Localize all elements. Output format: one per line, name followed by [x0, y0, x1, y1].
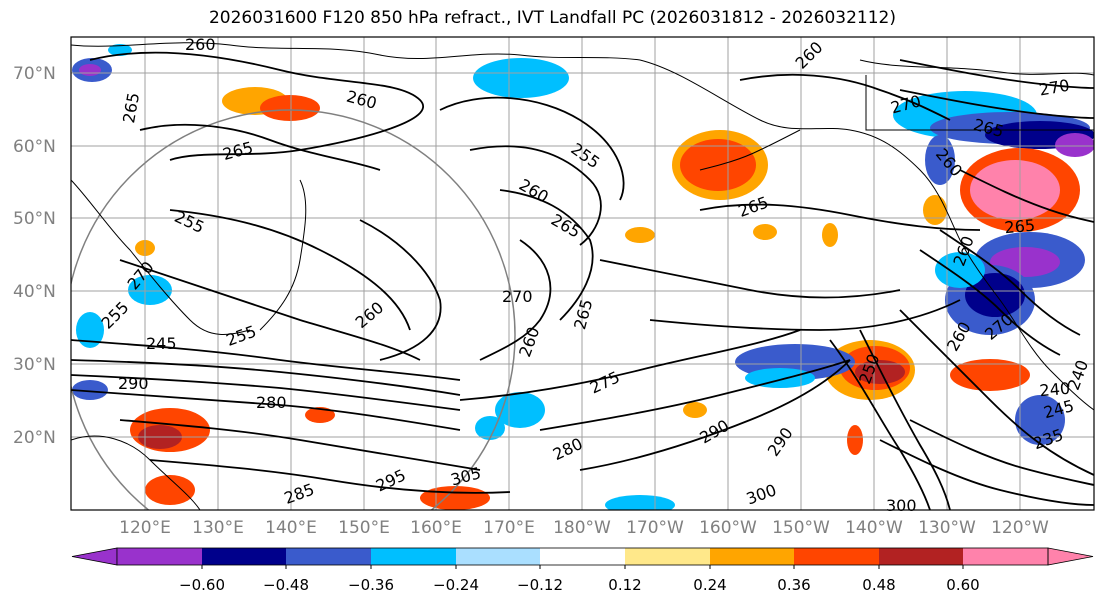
- lon-label: 130°E: [192, 518, 244, 538]
- colorbar-segment: [710, 548, 794, 565]
- colorbar-segment: [963, 548, 1048, 565]
- lon-label: 160°E: [410, 518, 462, 538]
- colorbar-tick-label: 0.12: [608, 576, 641, 594]
- lon-label: 150°E: [338, 518, 390, 538]
- colorbar-min-arrow: [71, 547, 118, 566]
- contour-label: 265: [1004, 216, 1036, 238]
- colorbar-segment: [202, 548, 286, 565]
- lat-label: 60°N: [13, 137, 56, 157]
- contour-label: 270: [502, 287, 533, 306]
- lat-label: 50°N: [13, 209, 56, 229]
- colorbar-segment: [456, 548, 540, 565]
- latitude-labels: 70°N 60°N 50°N 40°N 30°N 20°N: [13, 64, 56, 448]
- contour-label: 245: [146, 334, 177, 353]
- contour-label: 260: [185, 35, 216, 54]
- contour-label: 290: [118, 374, 149, 393]
- colorbar-segment: [540, 548, 625, 565]
- lon-label: 180°W: [553, 518, 611, 538]
- lat-label: 40°N: [13, 282, 56, 302]
- longitude-labels: 120°E 130°E 140°E 150°E 160°E 170°E 180°…: [119, 518, 1049, 538]
- colorbar-segment: [371, 548, 456, 565]
- colorbar-tick-label: −0.12: [517, 576, 563, 594]
- colorbar-ticks: −0.60 −0.48 −0.36 −0.24 −0.12 0.12 0.24 …: [179, 576, 980, 594]
- colorbar-segment: [625, 548, 710, 565]
- contour-lines: [71, 51, 1094, 510]
- colorbar-segment: [879, 548, 963, 565]
- colorbar-tick-label: 0.24: [693, 576, 726, 594]
- colorbar-tick-label: −0.48: [263, 576, 309, 594]
- colorbar-tick-label: −0.36: [348, 576, 394, 594]
- lat-label: 70°N: [13, 64, 56, 84]
- contour-label: 300: [886, 496, 917, 515]
- contour-label: 280: [256, 393, 287, 412]
- colorbar-segment: [117, 548, 202, 565]
- lon-label: 130°W: [918, 518, 976, 538]
- contour-label: 240: [1039, 379, 1071, 401]
- colorbar-segment: [794, 548, 879, 565]
- colorbar-max-arrow: [1047, 547, 1094, 566]
- colorbar-tick-label: −0.60: [179, 576, 225, 594]
- colorbar-tick-label: −0.24: [433, 576, 479, 594]
- colorbar-segment: [286, 548, 371, 565]
- lat-label: 20°N: [13, 428, 56, 448]
- lon-label: 170°E: [483, 518, 535, 538]
- colorbar-tick-label: 0.36: [777, 576, 810, 594]
- colorbar-outline: [116, 547, 1049, 566]
- landfall-region-circle: [71, 109, 516, 510]
- lon-label: 140°W: [845, 518, 903, 538]
- chart-title: 2026031600 F120 850 hPa refract., IVT La…: [208, 8, 896, 28]
- lat-label: 30°N: [13, 355, 56, 375]
- lon-label: 160°W: [699, 518, 757, 538]
- colorbar-tick-label: 0.48: [862, 576, 895, 594]
- lon-label: 120°W: [991, 518, 1049, 538]
- colorbar: [71, 547, 1094, 569]
- lon-label: 150°W: [772, 518, 830, 538]
- shading-layer: [72, 44, 1094, 510]
- colorbar-tick-label: 0.60: [946, 576, 979, 594]
- lon-label: 170°W: [626, 518, 684, 538]
- lon-label: 140°E: [265, 518, 317, 538]
- lon-label: 120°E: [119, 518, 171, 538]
